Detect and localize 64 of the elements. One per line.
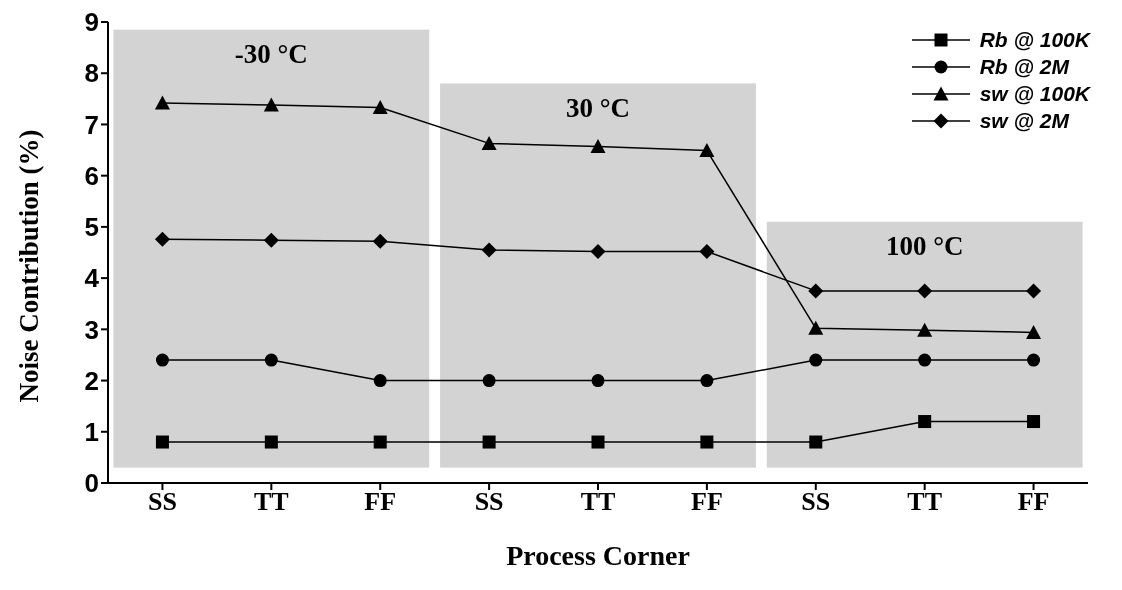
y-tick-label: 8 [84, 58, 99, 89]
legend-label: sw @ 100K [979, 81, 1090, 106]
y-axis-title: Noise Contribution (%) [13, 129, 44, 403]
point [809, 353, 823, 367]
point [373, 374, 387, 388]
x-tick-label: SS [474, 487, 504, 517]
point [264, 353, 278, 367]
point [263, 232, 279, 248]
point [264, 435, 278, 449]
x-tick-label: FF [691, 487, 723, 517]
point [155, 435, 169, 449]
point [373, 435, 387, 449]
point [590, 138, 606, 153]
x-tick-label: SS [801, 487, 831, 517]
x-tick-label: TT [907, 487, 943, 517]
annotation: 30 °C [565, 92, 631, 123]
y-tick-label: 2 [84, 365, 99, 396]
y-tick-label: 5 [84, 212, 99, 243]
point [154, 95, 170, 110]
point [1027, 353, 1041, 367]
point [590, 243, 606, 259]
point [917, 283, 933, 299]
x-tick-label: FF [364, 487, 397, 517]
x-tick-label: TT [580, 487, 616, 517]
point [808, 320, 824, 335]
point [917, 322, 933, 337]
point [482, 374, 496, 388]
y-tick-label: 9 [84, 7, 99, 38]
x-tick-label: FF [1017, 487, 1050, 517]
y-tick-label: 0 [84, 468, 99, 499]
point [700, 435, 714, 449]
point [918, 415, 932, 429]
point [1027, 415, 1041, 429]
point [591, 435, 605, 449]
point [481, 242, 497, 258]
y-tick-label: 3 [84, 314, 99, 345]
legend-label: Rb @ 100K [979, 27, 1090, 52]
y-tick-label: 7 [84, 109, 99, 140]
point [372, 233, 388, 249]
legend-label: Rb @ 2M [979, 54, 1069, 79]
point [155, 353, 169, 367]
y-tick-label: 4 [84, 263, 100, 294]
x-tick-label: TT [253, 487, 289, 517]
point [699, 243, 715, 259]
point [809, 435, 823, 449]
point [700, 374, 714, 388]
point [918, 353, 932, 367]
point [808, 283, 824, 299]
point [154, 231, 170, 247]
annotation: -30 °C [234, 38, 308, 69]
point [699, 143, 715, 158]
point [1026, 324, 1042, 339]
y-tick-label: 6 [84, 160, 99, 191]
point [1026, 283, 1042, 299]
annotation: 100 °C [885, 230, 964, 261]
x-tick-label: SS [147, 487, 177, 517]
y-tick-label: 1 [84, 417, 99, 448]
legend-label: sw @ 2M [979, 108, 1069, 133]
x-axis-title: Process Corner [506, 540, 690, 571]
point [482, 435, 496, 449]
point [481, 135, 497, 150]
point [372, 100, 388, 115]
point [591, 374, 605, 388]
point [263, 97, 279, 112]
